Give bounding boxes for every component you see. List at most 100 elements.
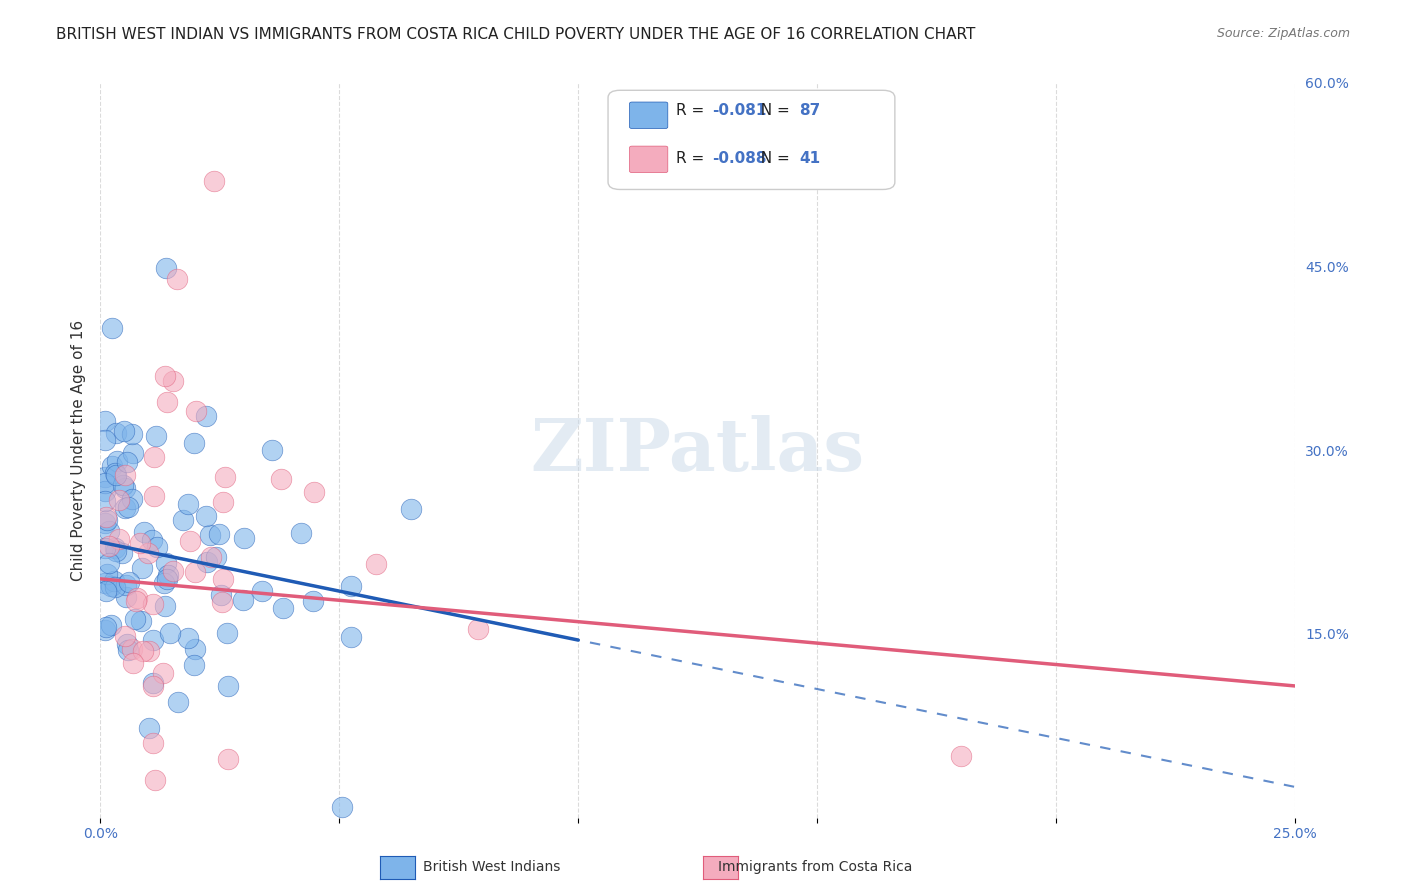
Text: Source: ZipAtlas.com: Source: ZipAtlas.com bbox=[1216, 27, 1350, 40]
Immigrants from Costa Rica bbox=[270, 472, 292, 486]
Immigrants from Costa Rica bbox=[211, 572, 233, 586]
Text: N =: N = bbox=[751, 151, 794, 166]
British West Indians bbox=[94, 494, 117, 508]
British West Indians bbox=[94, 476, 117, 491]
British West Indians bbox=[114, 481, 136, 495]
British West Indians bbox=[94, 470, 117, 484]
Text: ZIPatlas: ZIPatlas bbox=[530, 415, 865, 486]
British West Indians bbox=[111, 478, 134, 492]
British West Indians bbox=[195, 555, 218, 569]
British West Indians bbox=[121, 492, 143, 507]
British West Indians bbox=[105, 425, 128, 440]
Immigrants from Costa Rica bbox=[156, 395, 179, 409]
Immigrants from Costa Rica bbox=[125, 594, 148, 608]
Immigrants from Costa Rica bbox=[200, 549, 222, 564]
Immigrants from Costa Rica bbox=[949, 749, 972, 764]
Immigrants from Costa Rica bbox=[114, 467, 136, 482]
British West Indians bbox=[94, 414, 117, 428]
Immigrants from Costa Rica bbox=[302, 484, 325, 499]
British West Indians bbox=[330, 799, 353, 814]
British West Indians bbox=[97, 556, 120, 570]
Immigrants from Costa Rica bbox=[184, 565, 207, 579]
Text: R =: R = bbox=[676, 103, 709, 119]
Text: British West Indians: British West Indians bbox=[423, 860, 561, 874]
British West Indians bbox=[232, 592, 254, 607]
British West Indians bbox=[142, 676, 165, 690]
British West Indians bbox=[250, 584, 273, 599]
Immigrants from Costa Rica bbox=[166, 272, 188, 286]
British West Indians bbox=[167, 695, 190, 709]
British West Indians bbox=[271, 600, 294, 615]
British West Indians bbox=[115, 455, 138, 469]
British West Indians bbox=[399, 502, 422, 516]
British West Indians bbox=[172, 513, 194, 527]
Immigrants from Costa Rica bbox=[138, 644, 160, 658]
British West Indians bbox=[177, 632, 200, 646]
British West Indians bbox=[155, 260, 177, 275]
Text: -0.088: -0.088 bbox=[711, 151, 766, 166]
British West Indians bbox=[94, 584, 117, 599]
Immigrants from Costa Rica bbox=[152, 666, 174, 681]
British West Indians bbox=[124, 612, 146, 626]
British West Indians bbox=[183, 642, 205, 657]
British West Indians bbox=[105, 454, 128, 468]
British West Indians bbox=[100, 579, 122, 593]
Immigrants from Costa Rica bbox=[122, 657, 145, 671]
Immigrants from Costa Rica bbox=[114, 629, 136, 643]
British West Indians bbox=[132, 524, 155, 539]
British West Indians bbox=[104, 544, 127, 558]
Immigrants from Costa Rica bbox=[214, 470, 236, 484]
British West Indians bbox=[103, 574, 125, 589]
British West Indians bbox=[94, 620, 117, 634]
British West Indians bbox=[96, 566, 118, 581]
British West Indians bbox=[104, 541, 127, 556]
British West Indians bbox=[262, 442, 284, 457]
British West Indians bbox=[155, 599, 177, 613]
British West Indians bbox=[110, 545, 132, 559]
Immigrants from Costa Rica bbox=[142, 680, 165, 694]
Text: 41: 41 bbox=[799, 151, 820, 166]
Y-axis label: Child Poverty Under the Age of 16: Child Poverty Under the Age of 16 bbox=[72, 319, 86, 581]
Text: N =: N = bbox=[751, 103, 794, 119]
British West Indians bbox=[183, 436, 205, 450]
British West Indians bbox=[340, 579, 363, 593]
Immigrants from Costa Rica bbox=[121, 641, 143, 656]
Immigrants from Costa Rica bbox=[211, 595, 233, 609]
Immigrants from Costa Rica bbox=[162, 565, 184, 579]
Immigrants from Costa Rica bbox=[107, 533, 129, 547]
Immigrants from Costa Rica bbox=[162, 374, 184, 388]
British West Indians bbox=[117, 500, 139, 514]
Immigrants from Costa Rica bbox=[98, 539, 121, 553]
Text: 87: 87 bbox=[799, 103, 821, 119]
British West Indians bbox=[339, 630, 361, 644]
British West Indians bbox=[96, 513, 118, 527]
British West Indians bbox=[156, 572, 179, 586]
British West Indians bbox=[117, 643, 139, 657]
Immigrants from Costa Rica bbox=[217, 752, 239, 766]
British West Indians bbox=[94, 433, 117, 447]
Text: BRITISH WEST INDIAN VS IMMIGRANTS FROM COSTA RICA CHILD POVERTY UNDER THE AGE OF: BRITISH WEST INDIAN VS IMMIGRANTS FROM C… bbox=[56, 27, 976, 42]
British West Indians bbox=[145, 429, 167, 443]
British West Indians bbox=[94, 484, 117, 499]
British West Indians bbox=[114, 501, 136, 516]
Text: Immigrants from Costa Rica: Immigrants from Costa Rica bbox=[718, 860, 912, 874]
British West Indians bbox=[209, 588, 232, 602]
British West Indians bbox=[194, 508, 217, 523]
Immigrants from Costa Rica bbox=[364, 557, 387, 571]
Immigrants from Costa Rica bbox=[142, 597, 165, 611]
British West Indians bbox=[129, 614, 152, 628]
British West Indians bbox=[115, 637, 138, 651]
British West Indians bbox=[155, 556, 177, 570]
Immigrants from Costa Rica bbox=[212, 495, 235, 509]
British West Indians bbox=[115, 578, 138, 592]
British West Indians bbox=[121, 446, 143, 460]
British West Indians bbox=[138, 721, 160, 735]
British West Indians bbox=[215, 626, 238, 640]
British West Indians bbox=[98, 524, 121, 538]
British West Indians bbox=[153, 576, 176, 591]
Immigrants from Costa Rica bbox=[179, 533, 201, 548]
British West Indians bbox=[302, 593, 325, 607]
Immigrants from Costa Rica bbox=[127, 591, 149, 605]
British West Indians bbox=[112, 424, 135, 438]
British West Indians bbox=[121, 426, 143, 441]
